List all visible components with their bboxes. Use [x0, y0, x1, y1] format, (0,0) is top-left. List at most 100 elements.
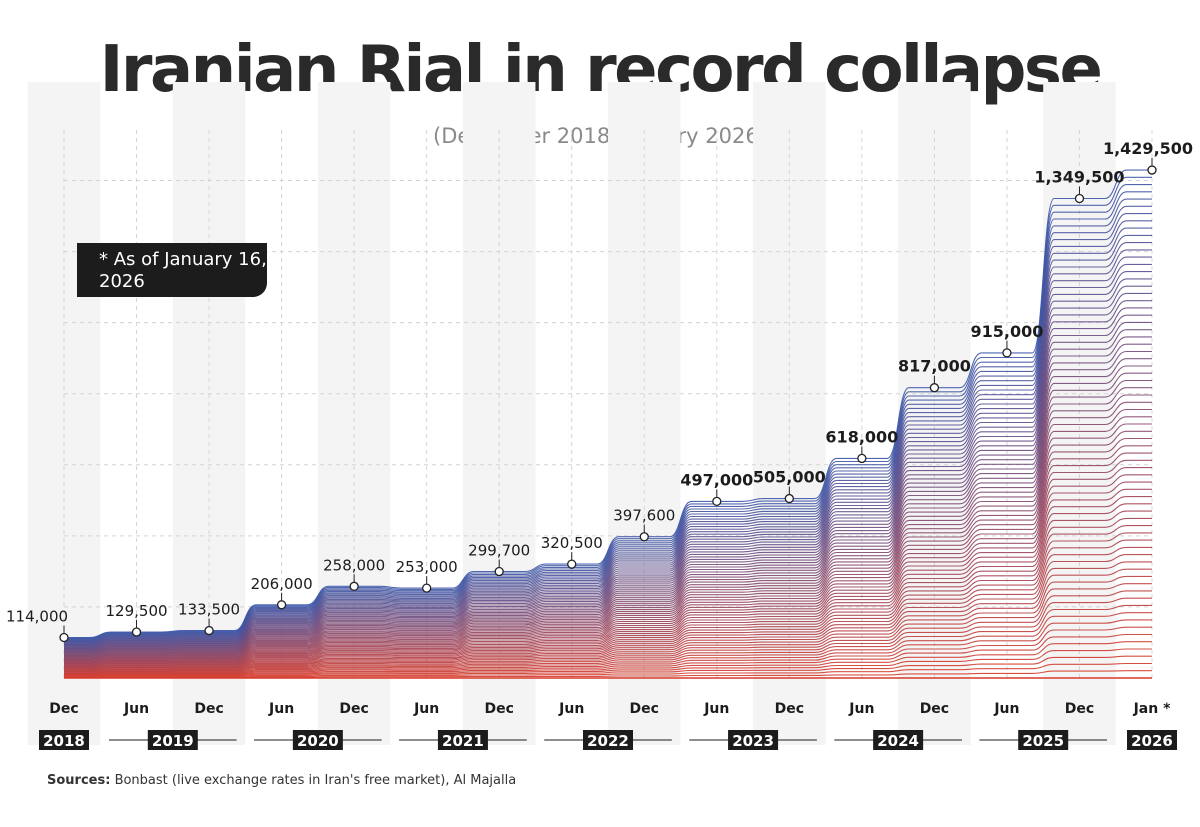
area-stripe-line: [64, 459, 1152, 662]
area-stripe-line: [64, 510, 1152, 666]
x-tick-label: Dec: [920, 701, 949, 717]
data-point: [712, 496, 722, 507]
data-point: [276, 600, 287, 610]
value-label: 1,349,500: [1034, 167, 1124, 186]
area-stripe-line: [64, 430, 1152, 659]
year-label: 2026: [1131, 732, 1173, 750]
area-stripe-line: [64, 554, 1152, 669]
area-stripe-line: [64, 597, 1152, 673]
value-label: 320,500: [541, 534, 603, 552]
area-stripe-line: [64, 568, 1152, 670]
x-tick-label: Jun: [123, 701, 149, 717]
year-label: 2019: [152, 732, 194, 750]
year-badge: [147, 730, 198, 750]
area-stripe-line: [64, 437, 1152, 660]
area-stripe-line: [64, 670, 1152, 678]
data-point: [1074, 193, 1085, 204]
data-point: [131, 627, 142, 637]
area-stripe-line: [64, 561, 1152, 670]
year-label: 2024: [877, 732, 919, 750]
x-tick-label: Dec: [484, 701, 513, 717]
year-badge: [292, 730, 343, 750]
x-tick-label: Dec: [339, 701, 368, 717]
year-label: 2020: [297, 732, 339, 750]
year-badge: [1127, 730, 1177, 750]
area-stripe-line: [64, 633, 1152, 676]
data-point: [857, 453, 867, 464]
source-note: Sources: Bonbast (live exchange rates in…: [47, 773, 516, 788]
area-stripe-line: [64, 423, 1152, 659]
area-stripe-line: [64, 496, 1152, 665]
data-point: [929, 383, 940, 393]
value-label: 397,600: [613, 507, 675, 525]
value-label: 114,000: [6, 607, 68, 625]
area-stripe-line: [64, 619, 1152, 674]
area-stripe-line: [64, 648, 1152, 677]
value-label: 817,000: [898, 357, 971, 376]
area-stripe-line: [64, 546, 1152, 669]
area-stripe-line: [64, 525, 1152, 667]
data-point: [422, 583, 432, 593]
value-label: 915,000: [970, 322, 1043, 341]
year-badge: [39, 730, 89, 750]
data-point: [494, 566, 504, 577]
area-stripe-line: [64, 612, 1152, 674]
area-stripe-line: [64, 467, 1152, 662]
x-tick-label: Dec: [49, 701, 78, 717]
year-badge: [1018, 730, 1069, 750]
area-stripe-line: [64, 401, 1152, 657]
data-point: [1002, 348, 1012, 358]
year-label: 2023: [732, 732, 774, 750]
area-stripe-line: [64, 488, 1152, 664]
year-label: 2021: [442, 732, 484, 750]
value-label: 133,500: [178, 601, 240, 619]
area-stripe-line: [64, 539, 1152, 668]
area-stripe-line: [64, 416, 1152, 658]
area-stripe-line: [64, 583, 1152, 672]
area-stripe-line: [64, 626, 1152, 675]
data-point: [59, 632, 69, 643]
area-stripe-line: [64, 452, 1152, 661]
year-badge: [728, 730, 779, 750]
area-stripe-line: [64, 575, 1152, 671]
year-badge: [437, 730, 488, 750]
area-stripe-line: [64, 387, 1152, 656]
year-label: 2022: [587, 732, 629, 750]
area-stripe-line: [64, 474, 1152, 663]
x-tick-label: Dec: [775, 701, 804, 717]
value-label: 129,500: [106, 602, 168, 620]
x-tick-label: Dec: [1065, 701, 1094, 717]
value-label: 497,000: [680, 470, 753, 489]
year-badge: [583, 730, 633, 750]
x-tick-label: Dec: [630, 701, 659, 717]
x-tick-label: Jun: [848, 701, 874, 717]
value-label: 618,000: [825, 427, 898, 446]
x-tick-label: Jun: [993, 701, 1019, 717]
area-stripe-line: [64, 532, 1152, 667]
x-tick-label: Jun: [413, 701, 439, 717]
area-stripe-line: [64, 481, 1152, 663]
area-stripe-line: [64, 517, 1152, 666]
data-point: [784, 493, 794, 504]
year-label: 2018: [43, 732, 85, 750]
data-point: [204, 625, 214, 636]
source-text: Bonbast (live exchange rates in Iran's f…: [114, 773, 517, 788]
data-point: [1147, 165, 1157, 175]
x-tick-label: Jan *: [1133, 701, 1171, 717]
area-stripe-line: [64, 641, 1152, 676]
area-stripe-line: [64, 604, 1152, 673]
data-point: [639, 532, 649, 542]
x-tick-label: Jun: [268, 701, 294, 717]
x-tick-label: Jun: [703, 701, 729, 717]
value-label: 505,000: [753, 468, 826, 487]
value-label: 1,429,500: [1103, 139, 1193, 158]
year-badge: [873, 730, 924, 750]
value-label: 258,000: [323, 556, 385, 574]
area-stripe-line: [64, 503, 1152, 665]
area-stripe-line: [64, 662, 1152, 678]
data-point: [567, 559, 577, 569]
area-stripe-line: [64, 408, 1152, 658]
as-of-note: * As of January 16, 2026: [77, 243, 267, 297]
source-label: Sources:: [47, 773, 111, 788]
